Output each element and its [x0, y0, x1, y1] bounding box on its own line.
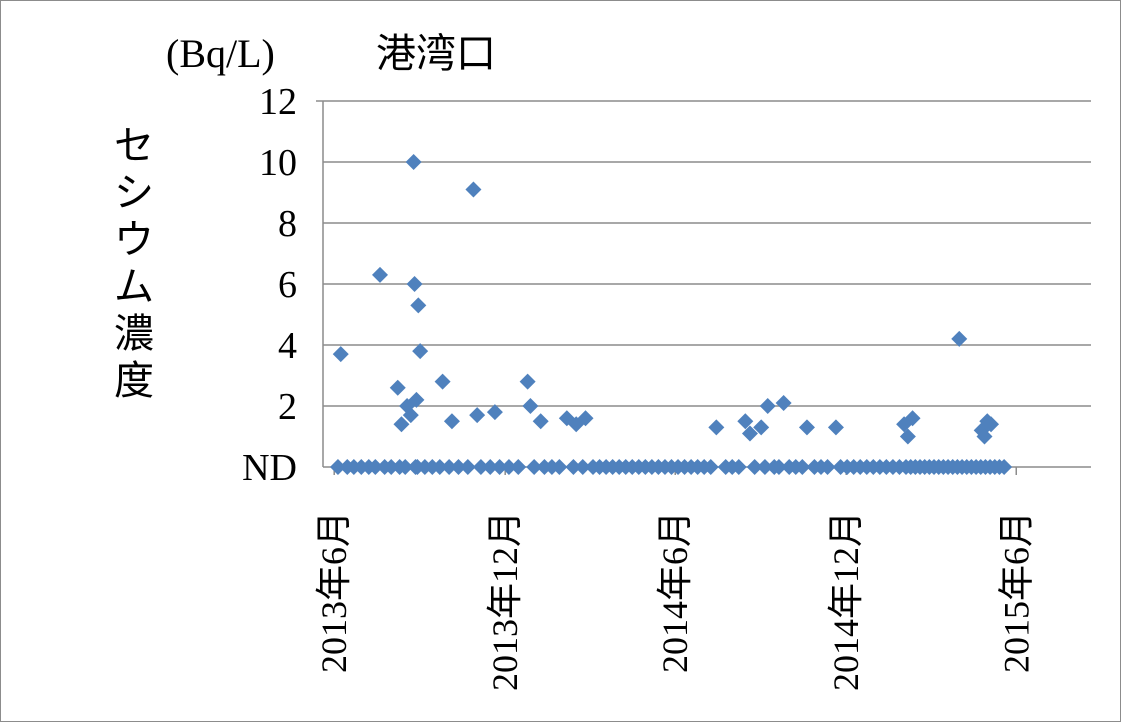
data-point	[753, 419, 770, 436]
y-tick-label: 6	[278, 264, 297, 306]
chart-title: 港湾口	[376, 31, 496, 76]
data-point	[402, 407, 419, 424]
data-point	[899, 428, 916, 445]
y-tick-label: 10	[259, 142, 297, 184]
data-point	[482, 459, 499, 475]
data-point	[441, 459, 458, 475]
data-point	[450, 459, 467, 475]
x-tick-label: 2013年12月	[485, 511, 525, 691]
x-tick-label: 2014年6月	[655, 511, 695, 673]
y-axis-label-char: ム	[114, 264, 154, 309]
data-point	[983, 416, 1000, 433]
y-tick-label: ND	[242, 447, 297, 489]
data-point	[551, 459, 568, 475]
data-point	[904, 410, 921, 427]
data-point	[491, 459, 508, 475]
data-point	[408, 391, 425, 408]
data-point	[329, 459, 346, 475]
y-axis-label-char: 度	[114, 358, 154, 403]
data-point	[405, 154, 422, 170]
data-point	[389, 379, 406, 396]
data-point	[976, 428, 993, 445]
data-point	[519, 373, 536, 390]
y-tick-labels: ND 2 4 6 8 10 12	[242, 81, 297, 489]
data-point	[798, 419, 815, 436]
data-point	[469, 407, 486, 424]
data-point	[741, 425, 758, 442]
y-tick-label: 4	[278, 325, 297, 367]
data-point	[500, 459, 517, 475]
data-point	[532, 413, 549, 430]
data-point	[393, 416, 410, 433]
data-point	[996, 459, 1013, 475]
data-point	[730, 459, 747, 475]
data-point	[526, 459, 543, 475]
data-point	[577, 410, 594, 427]
gridlines	[323, 100, 1091, 407]
y-tick-label: 8	[278, 203, 297, 245]
data-point	[486, 404, 503, 421]
data-point	[434, 373, 451, 390]
data-point	[756, 459, 773, 475]
unit-label: (Bq/L)	[166, 31, 275, 76]
y-axis-label-char: シ	[114, 170, 154, 215]
y-tick-label: 2	[278, 386, 297, 428]
x-tick-labels: 2013年6月 2013年12月 2014年6月 2014年12月 2015年6月	[314, 467, 1036, 691]
x-tick-label: 2014年12月	[826, 511, 866, 691]
data-point	[465, 181, 482, 198]
data-point	[367, 459, 384, 475]
data-point	[759, 398, 776, 414]
y-axis-label: セシウム濃度	[114, 123, 154, 403]
data-point	[406, 276, 423, 292]
data-point	[472, 459, 489, 475]
x-tick-label: 2013年6月	[314, 511, 354, 673]
data-point	[951, 330, 968, 347]
x-tick-label: 2015年6月	[996, 511, 1036, 673]
y-axis-label-char: ウ	[114, 217, 154, 262]
data-point	[410, 297, 427, 314]
y-axis-label-char: 濃	[114, 311, 154, 356]
data-point	[332, 346, 349, 363]
data-point	[574, 459, 591, 475]
data-point	[510, 459, 527, 475]
data-point	[522, 398, 539, 414]
y-axis-label-char: セ	[114, 123, 154, 168]
y-tick-label: 12	[259, 81, 297, 123]
data-point	[565, 459, 582, 475]
data-point	[770, 459, 787, 475]
data-point	[746, 459, 763, 475]
data-point	[397, 459, 414, 475]
data-point	[737, 413, 754, 430]
data-points	[329, 154, 1013, 475]
data-point	[383, 459, 400, 475]
data-point	[827, 419, 844, 436]
data-point	[708, 419, 725, 436]
data-point	[775, 394, 792, 411]
data-point	[412, 343, 429, 360]
data-point	[443, 413, 460, 430]
data-point	[459, 459, 476, 475]
data-point	[794, 459, 811, 475]
data-point	[371, 266, 388, 283]
data-point	[702, 459, 719, 475]
data-point	[431, 459, 448, 475]
data-point	[819, 459, 836, 475]
